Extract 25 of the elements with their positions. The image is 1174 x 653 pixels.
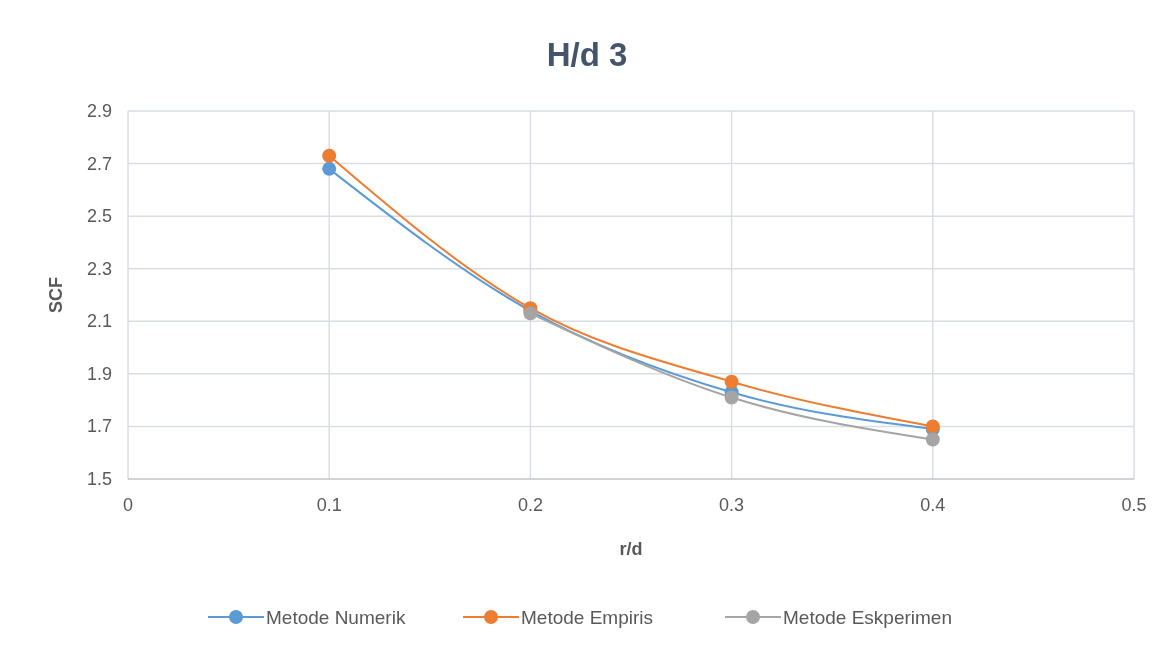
y-tick-label: 2.7 [86, 153, 112, 174]
x-tick-label: 0.1 [316, 495, 342, 515]
y-tick-label: 1.9 [86, 363, 112, 384]
legend-label: Metode Numerik [266, 607, 406, 628]
y-tick-label: 2.3 [86, 258, 112, 279]
y-tick-label: 2.5 [86, 206, 112, 227]
x-axis-title: r/d [619, 539, 643, 559]
point [724, 390, 739, 405]
point [322, 161, 337, 176]
y-tick-label: 2.1 [86, 311, 112, 332]
x-tick-label: 0.2 [517, 495, 543, 515]
x-tick-label: 0.4 [920, 495, 946, 515]
x-tick-label: 0 [122, 495, 134, 515]
x-tick-label: 0.5 [1121, 495, 1147, 515]
point [322, 148, 337, 163]
point [724, 374, 739, 389]
legend-label: Metode Empiris [521, 607, 653, 628]
x-tick-label: 0.3 [719, 495, 745, 515]
chart-title: H/d 3 [546, 36, 628, 73]
y-tick-label: 1.5 [86, 469, 112, 489]
legend-label: Metode Eskperimen [783, 607, 952, 628]
point [925, 432, 940, 447]
y-axis-title: SCF [46, 277, 66, 313]
y-tick-label: 2.9 [86, 101, 112, 121]
y-tick-label: 1.7 [86, 416, 112, 437]
